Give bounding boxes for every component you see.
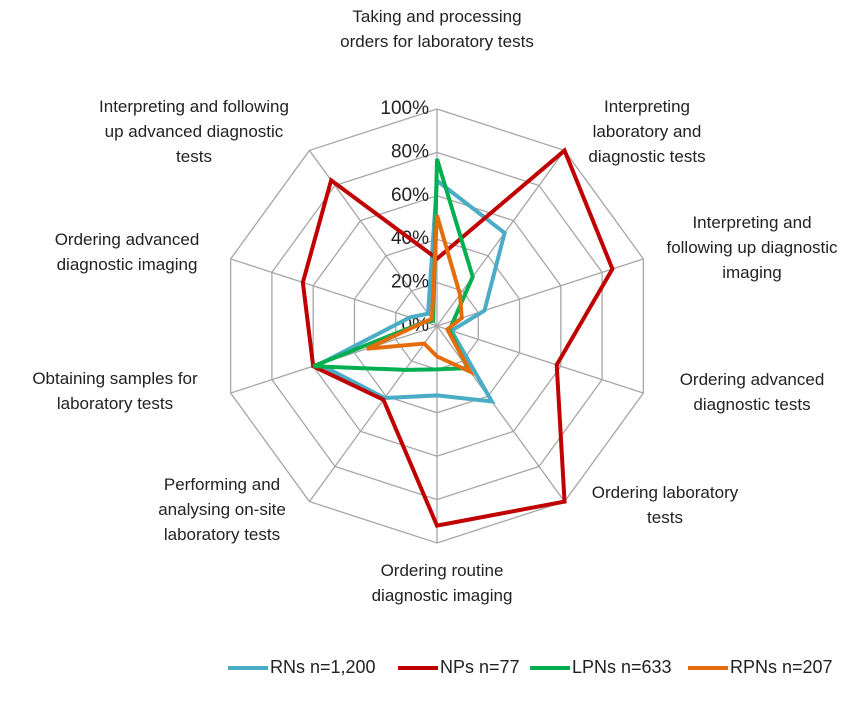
category-label: Interpreting and following up advanced di… [99, 97, 289, 166]
category-label: Interpreting laboratory and diagnostic tes… [588, 97, 705, 166]
spoke [436, 258, 644, 327]
category-label: Ordering advanced diagnostic tests [680, 370, 825, 414]
series-line [300, 147, 615, 528]
r-tick-label: 100% [380, 98, 429, 119]
category-label: Performing and analysing on-site laborator… [158, 475, 286, 544]
series-line [365, 214, 475, 376]
category-label: Ordering routine diagnostic imaging [372, 561, 513, 605]
legend-label: NPs n=77 [440, 657, 520, 677]
spoke [436, 325, 566, 502]
legend-label: RPNs n=207 [730, 657, 833, 677]
category-label: Obtaining samples for laboratory tests [32, 369, 198, 413]
legend-label: LPNs n=633 [572, 657, 672, 677]
category-label: Taking and processing orders for laborato… [340, 7, 534, 51]
spoke [436, 325, 644, 394]
category-label: Interpreting and following up diagnostic i… [666, 213, 838, 282]
spoke [436, 150, 566, 327]
r-tick-label: 80% [391, 141, 429, 162]
legend-label: RNs n=1,200 [270, 657, 376, 677]
r-tick-label: 20% [391, 272, 429, 293]
series-line [315, 176, 507, 404]
category-label: Ordering laboratory tests [592, 483, 739, 527]
spoke [230, 258, 438, 327]
r-tick-label: 60% [391, 185, 429, 206]
category-label: Ordering advanced diagnostic imaging [55, 230, 200, 274]
spoke [308, 325, 438, 502]
